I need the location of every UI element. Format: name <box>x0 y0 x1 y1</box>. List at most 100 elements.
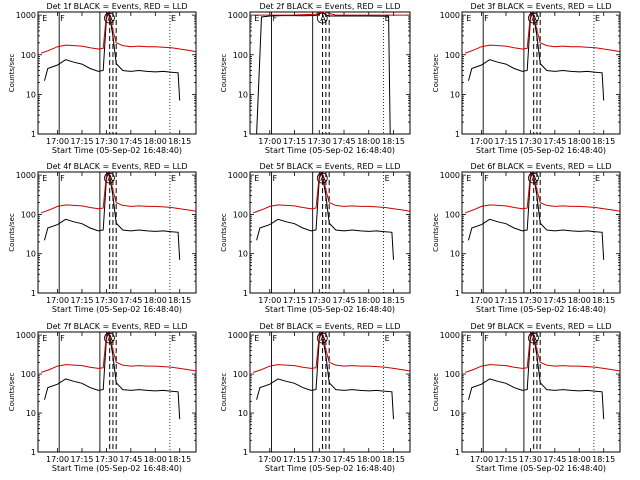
y-tick-label: 10 <box>238 90 248 99</box>
detector-panel: Det 5f BLACK = Events, RED = LLD 1 10 100 10… <box>220 162 411 314</box>
region-label: F <box>484 14 489 23</box>
y-axis-label: Counts/sec <box>220 213 228 252</box>
detector-panel: Det 4f BLACK = Events, RED = LLD 1 10 100 10… <box>8 162 197 314</box>
y-tick-label: 100 <box>233 210 248 219</box>
detector-panel: Det 8f BLACK = Events, RED = LLD 1 10 100 10… <box>220 322 411 473</box>
detector-panel: Det 1f BLACK = Events, RED = LLD 1 10 100 10… <box>8 2 197 155</box>
x-tick-label: 18:00 <box>357 296 380 305</box>
y-tick-label: 1000 <box>440 171 460 180</box>
y-tick-label: 1 <box>455 130 460 139</box>
x-tick-label: 18:00 <box>144 296 167 305</box>
panel-title: Det 6f BLACK = Events, RED = LLD <box>470 162 611 171</box>
x-tick-label: 17:30 <box>95 296 118 305</box>
y-tick-label: 1 <box>31 289 36 298</box>
plot-frame <box>249 11 411 135</box>
panel-title: Det 5f BLACK = Events, RED = LLD <box>259 162 400 171</box>
panel-title: Det 7f BLACK = Events, RED = LLD <box>46 322 187 331</box>
region-circle <box>528 12 539 24</box>
y-tick-label: 1 <box>31 130 36 139</box>
plot-frame <box>461 171 621 294</box>
x-tick-label: 18:00 <box>568 455 591 464</box>
y-tick-label: 100 <box>445 51 460 60</box>
region-circle <box>528 172 539 184</box>
region-label: F <box>484 174 489 183</box>
region-circle <box>104 332 115 344</box>
x-tick-label: 18:00 <box>357 137 380 146</box>
region-label: A <box>107 334 113 343</box>
detector-panel: Det 3f BLACK = Events, RED = LLD 1 10 100 10… <box>432 2 621 155</box>
x-tick-label: 18:00 <box>357 455 380 464</box>
region-label: A <box>531 14 537 23</box>
panel-title: Det 4f BLACK = Events, RED = LLD <box>46 162 187 171</box>
y-tick-label: 100 <box>233 51 248 60</box>
plot-frame <box>249 331 411 453</box>
y-tick-label: 1 <box>455 289 460 298</box>
plot-frame <box>37 11 197 135</box>
region-label: A <box>107 14 113 23</box>
region-label: E <box>595 174 600 183</box>
x-tick-label: 17:30 <box>308 137 331 146</box>
y-tick-label: 100 <box>445 210 460 219</box>
detector-panel: Det 9f BLACK = Events, RED = LLD 1 10 100 10… <box>432 322 621 473</box>
region-circle <box>316 332 328 344</box>
region-label: A <box>320 174 326 183</box>
region-label: E <box>466 334 471 343</box>
region-circle <box>528 332 539 344</box>
region-label: F <box>484 334 489 343</box>
region-label: A <box>531 334 537 343</box>
x-tick-label: 17:30 <box>519 296 542 305</box>
y-tick-label: 10 <box>238 409 248 418</box>
panel-title: Det 9f BLACK = Events, RED = LLD <box>470 322 611 331</box>
x-tick-label: 17:45 <box>543 455 566 464</box>
detector-panel: Det 6f BLACK = Events, RED = LLD 1 10 100 10… <box>432 162 621 314</box>
y-axis-label: Counts/sec <box>8 373 16 412</box>
x-tick-label: 17:15 <box>283 296 306 305</box>
region-label: E <box>254 174 259 183</box>
y-axis-label: Counts/sec <box>220 54 228 93</box>
x-tick-label: 18:15 <box>592 137 615 146</box>
x-tick-label: 17:00 <box>470 296 493 305</box>
region-label: E <box>595 14 600 23</box>
x-tick-label: 18:15 <box>168 137 191 146</box>
y-tick-label: 1 <box>243 448 248 457</box>
x-tick-label: 17:00 <box>258 137 281 146</box>
x-tick-label: 17:15 <box>494 296 517 305</box>
y-tick-label: 10 <box>26 90 36 99</box>
y-tick-label: 1000 <box>228 331 248 340</box>
x-axis-label: Start Time (05-Sep-02 16:48:40) <box>52 464 182 473</box>
plot-frame <box>461 331 621 453</box>
x-tick-label: 17:30 <box>519 455 542 464</box>
y-tick-label: 1 <box>243 130 248 139</box>
x-tick-label: 17:45 <box>543 137 566 146</box>
y-tick-label: 10 <box>450 90 460 99</box>
region-label: E <box>171 174 176 183</box>
y-tick-label: 1000 <box>228 11 248 20</box>
region-label: E <box>385 14 390 23</box>
detector-panel: Det 2f BLACK = Events, RED = LLD 1 10 100 10… <box>220 2 411 155</box>
x-tick-label: 17:15 <box>70 455 93 464</box>
region-label: E <box>254 14 259 23</box>
x-tick-label: 17:45 <box>332 137 355 146</box>
region-label: A <box>107 174 113 183</box>
y-tick-label: 10 <box>26 409 36 418</box>
x-tick-label: 18:00 <box>568 137 591 146</box>
x-tick-label: 17:45 <box>119 137 142 146</box>
region-label: E <box>171 334 176 343</box>
y-axis-label: Counts/sec <box>432 213 440 252</box>
x-tick-label: 17:00 <box>258 296 281 305</box>
plot-frame <box>37 171 197 294</box>
y-tick-label: 10 <box>238 250 248 259</box>
region-label: E <box>385 334 390 343</box>
x-tick-label: 17:15 <box>494 137 517 146</box>
region-label: E <box>595 334 600 343</box>
y-tick-label: 1 <box>31 448 36 457</box>
region-label: A <box>320 14 326 23</box>
x-tick-label: 17:30 <box>308 296 331 305</box>
x-axis-label: Start Time (05-Sep-02 16:48:40) <box>265 464 395 473</box>
x-tick-label: 17:30 <box>519 137 542 146</box>
y-axis-label: Counts/sec <box>220 373 228 412</box>
region-label: A <box>531 174 537 183</box>
y-tick-label: 100 <box>21 370 36 379</box>
y-tick-label: 100 <box>445 370 460 379</box>
x-tick-label: 17:30 <box>95 455 118 464</box>
